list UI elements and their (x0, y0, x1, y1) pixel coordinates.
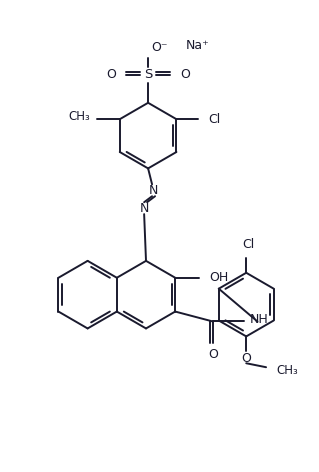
Text: O⁻: O⁻ (151, 41, 167, 54)
Text: CH₃: CH₃ (68, 110, 90, 123)
Text: O: O (180, 68, 190, 82)
Text: N: N (139, 202, 149, 215)
Text: Cl: Cl (208, 113, 220, 126)
Text: OH: OH (209, 271, 228, 284)
Text: N: N (148, 184, 158, 197)
Text: O: O (241, 352, 251, 365)
Text: Na⁺: Na⁺ (186, 39, 210, 51)
Text: S: S (144, 68, 152, 82)
Text: NH: NH (249, 313, 268, 326)
Text: Cl: Cl (242, 238, 254, 252)
Text: O: O (107, 68, 116, 82)
Text: O: O (208, 348, 218, 361)
Text: CH₃: CH₃ (276, 364, 298, 377)
